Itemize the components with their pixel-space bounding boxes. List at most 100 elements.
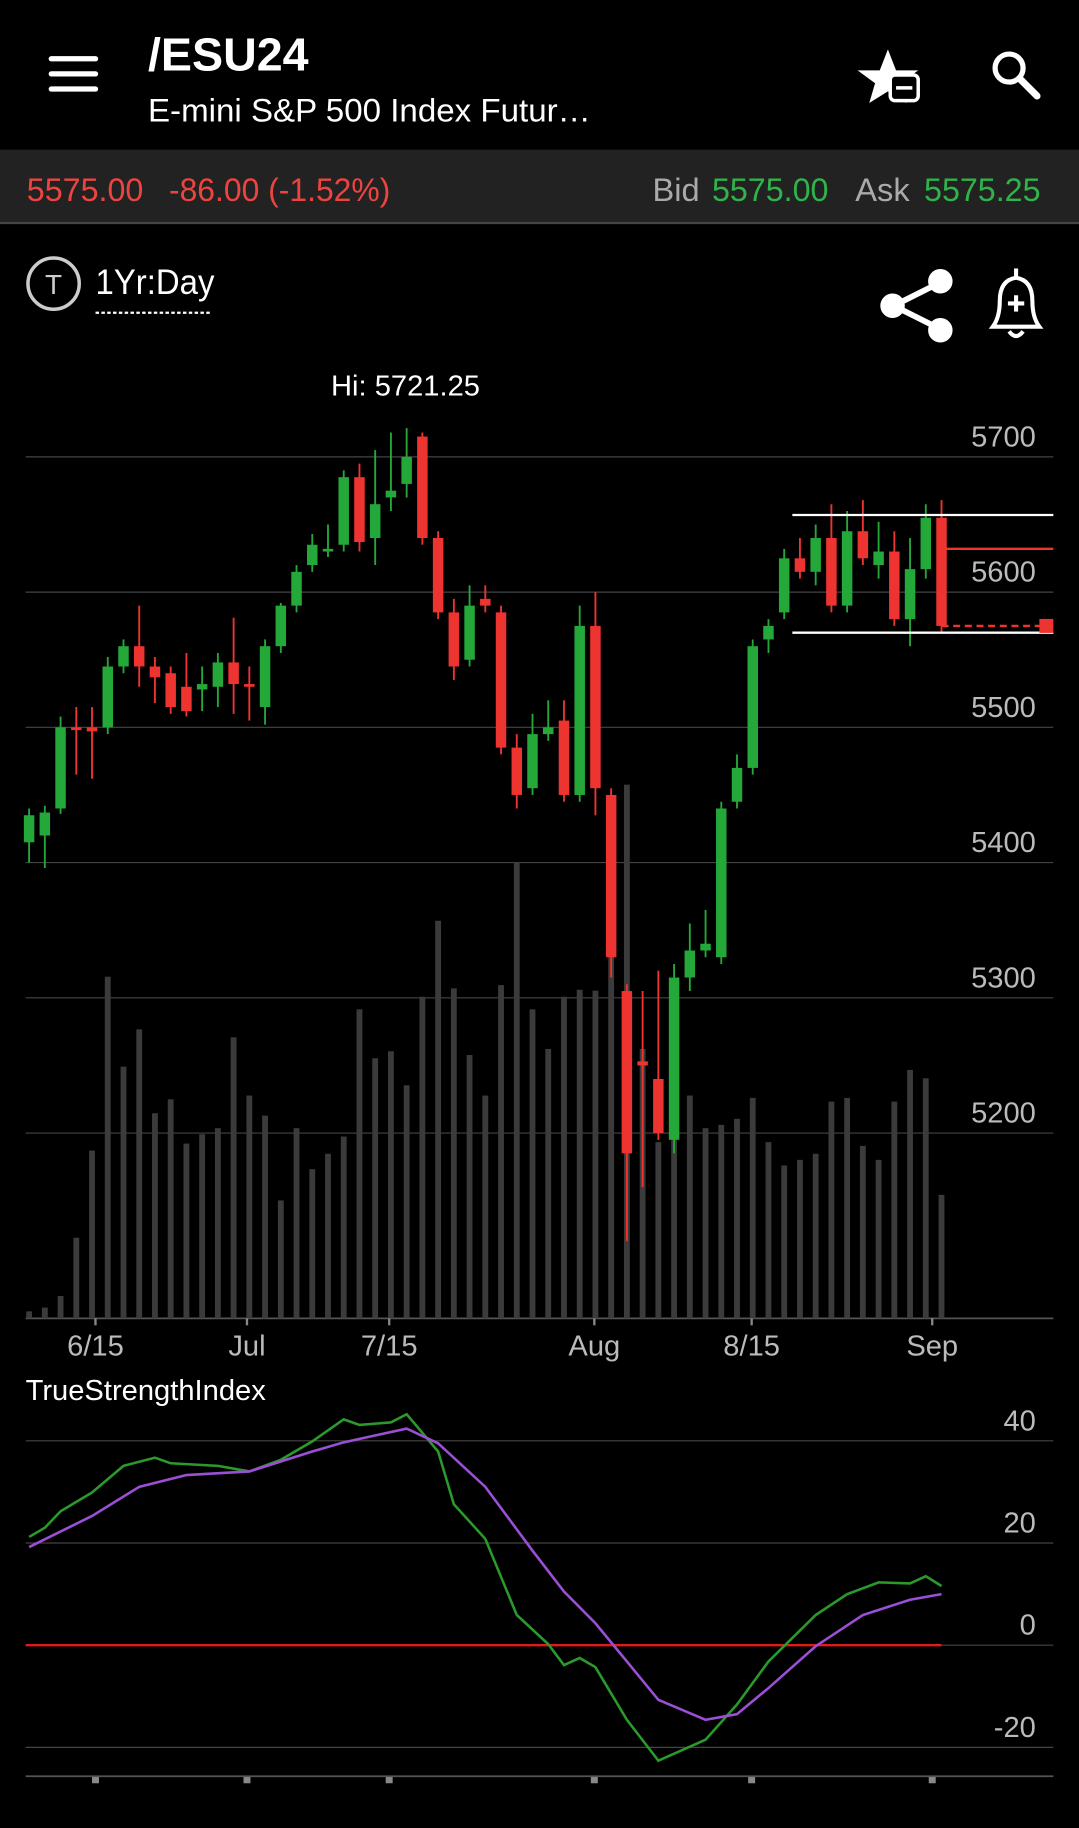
volume-bar (828, 1101, 835, 1319)
candle-body (826, 538, 837, 606)
search-handle (1016, 75, 1041, 100)
volume-bar (450, 988, 457, 1319)
volume-bar (938, 1194, 945, 1319)
share-node (928, 317, 953, 343)
volume-bar (230, 1037, 237, 1319)
bid-price: 5575.00 (712, 171, 829, 208)
last-price: 5575.00 (27, 171, 144, 208)
watchlist-button[interactable] (857, 49, 920, 104)
menu-button[interactable] (48, 56, 99, 92)
volume-bar (482, 1095, 489, 1319)
x-tick-label: 8/15 (723, 1331, 780, 1363)
x-tick (91, 1776, 99, 1784)
share-button[interactable] (880, 269, 953, 343)
volume-bar (859, 1145, 866, 1319)
period: 1Yr:Day (96, 263, 215, 302)
candle-body (39, 812, 51, 836)
x-tick-label: 7/15 (361, 1331, 418, 1363)
candle-body (527, 734, 538, 789)
candle-body (369, 504, 381, 539)
candle-body (212, 662, 224, 687)
candle-body (401, 456, 412, 484)
alert-button[interactable] (988, 268, 1044, 339)
y-tick-label: 40 (1003, 1405, 1035, 1437)
x-tick (590, 1776, 598, 1784)
x-tick-label: Jul (228, 1331, 265, 1363)
volume-bar (403, 1085, 410, 1319)
candle-body (181, 686, 192, 712)
x-tick-label: Aug (568, 1331, 620, 1363)
volume-bar (545, 1048, 552, 1319)
candle-body (480, 598, 491, 606)
ask-price: 5575.25 (924, 171, 1041, 208)
volume-bar (183, 1143, 190, 1319)
candle-body (731, 767, 743, 802)
candle-body (322, 548, 334, 552)
volume-bar (262, 1115, 268, 1319)
candle-body (118, 646, 129, 667)
candle-body (432, 538, 444, 613)
volume-bar (498, 985, 504, 1319)
volume-bar (812, 1153, 819, 1319)
y-tick-label: 5400 (971, 827, 1036, 859)
candle-body (71, 727, 82, 731)
volume-bar (576, 989, 583, 1319)
volume-bar (309, 1169, 316, 1319)
volume-bar (89, 1150, 95, 1319)
candle-body (904, 569, 916, 620)
volume-bar (214, 1128, 221, 1319)
volume-bar (797, 1159, 803, 1319)
candle-body (464, 605, 475, 660)
volume-bar (136, 1029, 143, 1319)
volume-bar (749, 1097, 756, 1319)
indicator-line (28, 1412, 943, 1763)
volume-bar (419, 996, 426, 1319)
candle-body (196, 684, 208, 690)
share-node (928, 269, 953, 294)
volume-bar (199, 1134, 206, 1319)
bid-label: Bid (653, 171, 700, 208)
candle-body (889, 551, 900, 620)
type-icon (26, 256, 81, 311)
candle-body (149, 666, 161, 678)
candle-body (307, 544, 318, 566)
candle-body (354, 477, 365, 543)
search-button[interactable] (992, 51, 1041, 100)
instrument-name: E-mini S&P 500 Index Futur… (148, 92, 591, 129)
y-tick-label: 5600 (971, 557, 1036, 589)
candle-body (810, 538, 821, 572)
candle-body (259, 646, 271, 708)
candle-body (605, 794, 617, 958)
y-tick-label: 5200 (971, 1098, 1036, 1130)
candle-body (778, 558, 790, 613)
candle-body (936, 517, 947, 626)
volume-bar (340, 1136, 347, 1319)
candle-body (417, 436, 428, 539)
volume-bar (167, 1099, 174, 1319)
price-marker (1039, 618, 1054, 633)
volume-bar (435, 920, 442, 1319)
candle-body (495, 612, 507, 748)
volume-bar (388, 1051, 394, 1319)
volume-bar (765, 1142, 772, 1319)
x-tick (385, 1776, 393, 1784)
volume-bar (372, 1058, 379, 1319)
candle-body (133, 646, 145, 667)
candle-body (684, 950, 696, 978)
chart-type-button[interactable]: T (26, 256, 81, 311)
ask-label: Ask (855, 171, 910, 208)
volume-bar (702, 1128, 709, 1319)
candle-body (747, 646, 758, 768)
candle-body (621, 991, 633, 1154)
volume-bar (57, 1295, 64, 1319)
volume-bar (734, 1118, 740, 1319)
volume-bar (718, 1124, 725, 1319)
volume-bar (41, 1307, 48, 1319)
candle-body (228, 662, 239, 685)
candle-body (873, 551, 884, 566)
candle-body (102, 666, 113, 728)
period-selector[interactable]: 1Yr:Day (95, 263, 215, 314)
volume-bar (513, 862, 520, 1319)
